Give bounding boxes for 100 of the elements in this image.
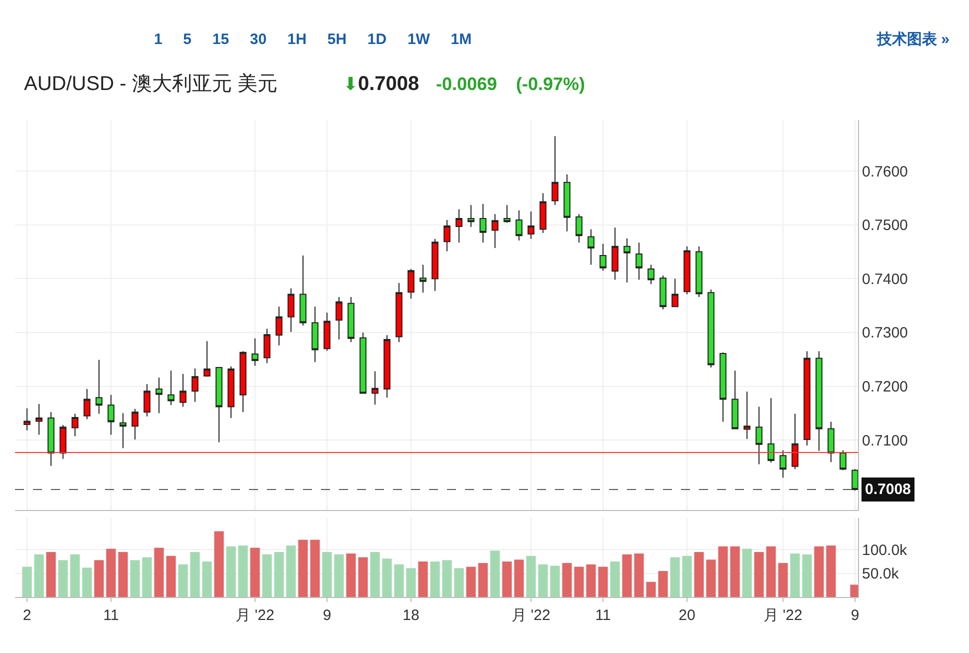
bar [682, 556, 692, 597]
candlestick [408, 268, 414, 300]
candlestick [672, 278, 678, 308]
bar [226, 546, 236, 597]
x-tick-label: 11 [595, 607, 611, 624]
candlestick [852, 468, 858, 492]
candlestick [240, 350, 246, 413]
candlestick [744, 391, 750, 440]
bar [718, 546, 728, 597]
candlestick [144, 384, 150, 417]
y-tick-label: 0.7600 [862, 163, 908, 180]
candlestick [24, 408, 30, 431]
bar [274, 552, 284, 597]
y-tick-label: 100.0k [862, 542, 908, 559]
candlestick [36, 404, 42, 436]
bar [202, 562, 212, 597]
bar [106, 548, 116, 597]
bar [550, 566, 560, 597]
bar [442, 560, 452, 597]
candlestick [384, 334, 390, 398]
candlestick [456, 208, 462, 244]
bar [46, 552, 56, 597]
candlestick [792, 413, 798, 470]
candlestick [192, 368, 198, 402]
bar [586, 564, 596, 597]
candlestick [288, 288, 294, 332]
bar [82, 568, 92, 597]
candlestick [696, 246, 702, 298]
bar [22, 566, 32, 597]
bar [706, 560, 716, 597]
candlestick [60, 424, 66, 460]
text: ⬇ [343, 74, 358, 94]
bar [622, 554, 632, 597]
x-tick-label: 月 '22 [512, 607, 550, 624]
candlestick [372, 370, 378, 406]
bar [322, 552, 332, 597]
candlestick [504, 204, 510, 224]
bar [346, 553, 356, 597]
chart-title: AUD/USD - 澳大利亚元 美元 [24, 72, 278, 95]
bar [130, 560, 140, 597]
y-tick-label: 0.7500 [862, 217, 908, 234]
y-tick-label: 50.0k [862, 566, 900, 583]
candlestick [708, 288, 714, 368]
bar [310, 540, 320, 597]
bar [250, 548, 260, 597]
candlestick [84, 388, 90, 420]
candlestick [804, 350, 810, 446]
bar [670, 557, 680, 597]
candlestick [492, 214, 498, 249]
bar [778, 562, 788, 597]
bar [658, 570, 668, 597]
candlestick [300, 255, 306, 326]
candlestick [108, 394, 114, 436]
bar [694, 552, 704, 597]
bar [298, 540, 308, 597]
x-tick-label: 2 [22, 607, 32, 624]
candlestick [96, 359, 102, 414]
candlestick [828, 421, 834, 463]
candlestick [432, 238, 438, 292]
x-tick-label: 11 [103, 607, 119, 624]
candlestick [612, 227, 618, 280]
candlestick [660, 274, 666, 310]
ref-line-label: 0.7008 [865, 481, 911, 498]
candlestick [564, 174, 570, 232]
bar [478, 562, 488, 597]
bar [418, 562, 428, 597]
bar [514, 560, 524, 597]
y-tick-label: 0.7400 [862, 270, 908, 288]
bar [262, 554, 272, 597]
bar [142, 557, 152, 597]
bar [742, 548, 752, 597]
candlestick [132, 408, 138, 440]
candlestick [360, 332, 366, 394]
bar [814, 546, 824, 597]
candlestick [420, 264, 426, 294]
candlestick [552, 136, 558, 206]
y-tick-label: 0.7100 [862, 432, 908, 450]
bar [730, 546, 740, 597]
candlestick [540, 192, 546, 234]
bar [178, 564, 188, 597]
candlestick [180, 373, 186, 408]
x-tick-label: 18 [402, 607, 420, 624]
bar [94, 560, 104, 597]
text: 1 5 15 30 1H 5H 1D 1W 1M [154, 31, 472, 48]
candlestick [204, 340, 210, 378]
bar [526, 556, 536, 597]
x-tick-label: 月 '22 [236, 607, 274, 624]
bar [490, 550, 500, 597]
candlestick [264, 328, 270, 364]
candlestick [636, 242, 642, 280]
y-tick-label: 0.7300 [862, 324, 908, 342]
candlestick [528, 210, 534, 240]
candlestick [648, 264, 654, 285]
bar [190, 552, 200, 597]
bar [646, 582, 656, 597]
candlestick [600, 243, 606, 272]
bar [802, 554, 812, 597]
candlestick [624, 238, 630, 283]
bar [238, 545, 248, 597]
bar [334, 554, 344, 597]
